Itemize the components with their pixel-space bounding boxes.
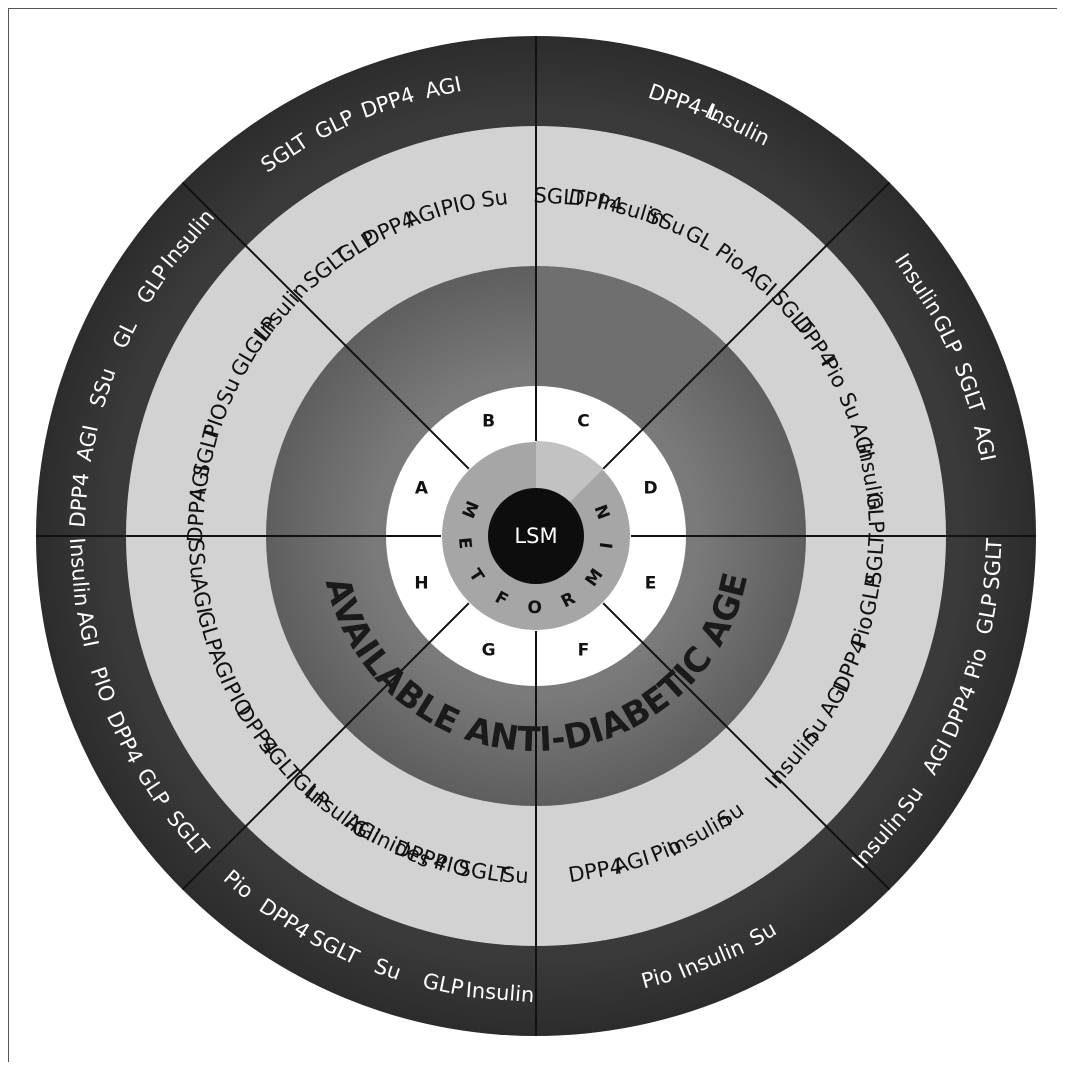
sector-letters: A B C D E F G H — [414, 411, 657, 660]
inner-agent-label: Su — [480, 185, 509, 212]
outer-agent-label: DPP4 — [65, 472, 93, 529]
sector-letter-f: F — [578, 641, 590, 661]
metformin-letter: O — [527, 598, 542, 618]
inner-agent-label: AGI — [185, 463, 214, 503]
inner-agent-label: DPP4 — [183, 487, 210, 543]
figure-frame — [8, 8, 1057, 1062]
sector-divider — [181, 602, 470, 891]
inner-agent-label: SGLT — [533, 183, 586, 210]
inner-agent-label: SGLT — [861, 533, 888, 586]
center-label: LSM — [514, 524, 557, 548]
outer-agent-label: Insulin — [465, 978, 535, 1007]
sector-divider — [181, 181, 470, 470]
sector-dividers — [36, 36, 1036, 1036]
outer-agent-label: Insulin — [65, 537, 94, 607]
sector-letter-d: D — [643, 479, 657, 499]
outer-agent-label: SGLT — [980, 537, 1007, 590]
sector-letter-b: B — [482, 411, 495, 431]
metformin-letter: M — [457, 497, 482, 520]
metformin-letter: E — [454, 536, 475, 550]
sector-divider — [602, 181, 891, 470]
sector-divider — [602, 602, 891, 891]
metformin-ring-highlight — [536, 441, 604, 503]
sector-letter-h: H — [414, 573, 428, 593]
sector-letter-e: E — [645, 573, 657, 593]
inner-agent-label: SSu — [183, 538, 210, 580]
metformin-letter: I — [597, 541, 618, 550]
agents-ring-highlight — [536, 266, 727, 430]
inner-agent-label: Su — [501, 863, 529, 889]
center-circle — [488, 488, 584, 584]
sector-letter-g: G — [482, 641, 496, 661]
inner-agent-label: GLP — [862, 492, 889, 534]
metformin-letter: N — [592, 501, 616, 521]
sector-letter-c: C — [577, 411, 589, 431]
sector-letter-a: A — [415, 479, 429, 499]
